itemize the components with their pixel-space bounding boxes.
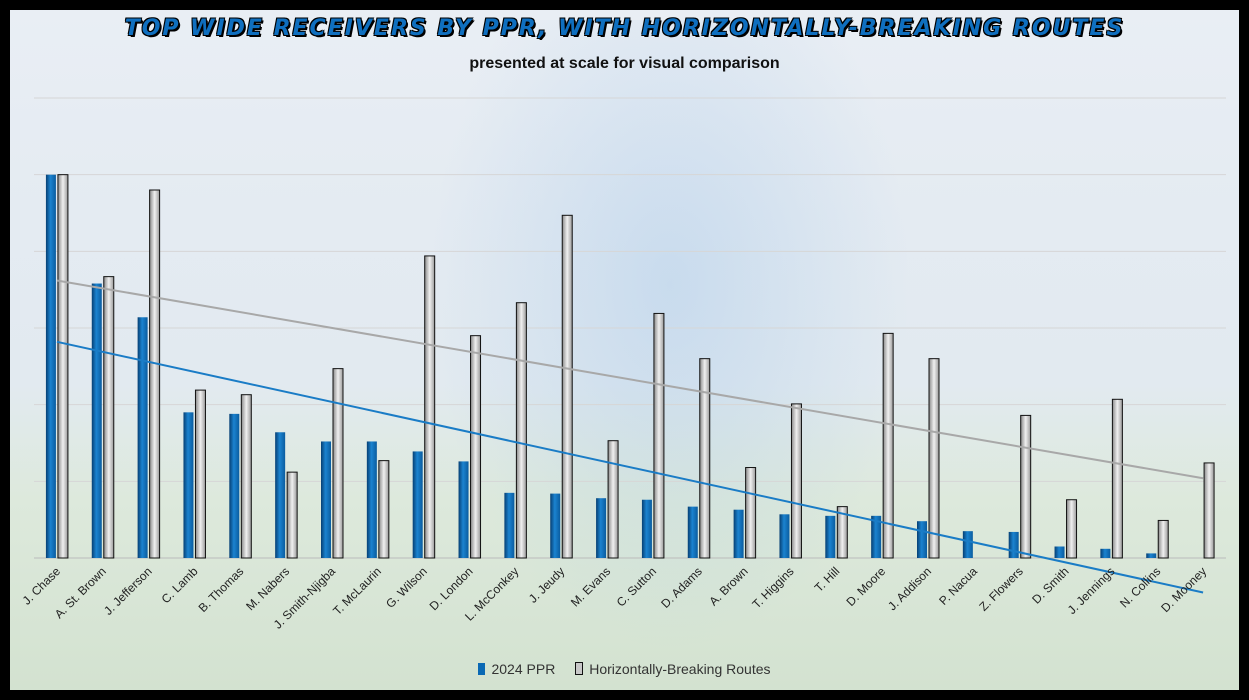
x-tick-label: T. McLaurin [330,564,384,618]
bar-ppr [412,451,423,558]
bar-routes [561,214,573,559]
x-tick-label: J. Jefferson [101,564,155,618]
trendline-ppr [56,340,1204,594]
x-tick-label: C. Sutton [614,564,659,609]
bar-routes [745,467,757,559]
chart-title: TOP WIDE RECEIVERS BY PPR, WITH HORIZONT… [124,16,1125,41]
x-tick-label: M. Evans [568,564,613,609]
x-tick-label: J. Chase [20,564,64,608]
bar-ppr [596,498,607,558]
x-tick-label: M. Nabers [243,564,292,613]
bar-ppr [1008,531,1019,558]
background-photo [410,20,930,680]
bar-routes [1157,519,1169,559]
bar-ppr [871,515,882,558]
bar-ppr [458,461,469,558]
trendline-routes [56,279,1204,480]
bar-routes [149,189,161,559]
legend-swatch-routes [575,662,584,675]
x-tick-label: D. Moore [843,564,888,609]
bar-routes [836,506,848,559]
bar-ppr [687,506,698,558]
x-tick-label: D. Smith [1029,564,1071,606]
x-tick-label: D. London [427,564,476,613]
bar-ppr [733,509,744,558]
bar-ppr [504,492,515,558]
chart-legend: 2024 PPR Horizontally-Breaking Routes [0,661,1249,677]
bar-ppr [91,283,102,558]
bar-routes [378,460,390,559]
x-tick-label: T. Hill [812,564,843,595]
bar-routes [470,335,482,559]
bar-routes [928,358,940,559]
chart-subtitle: presented at scale for visual comparison [469,55,780,72]
bar-ppr [1054,546,1065,558]
bar-routes [1020,414,1032,559]
x-tick-label: G. Wilson [383,564,430,611]
x-tick-label: B. Thomas [196,564,247,615]
x-tick-label: J. Addison [885,564,934,613]
bar-routes [194,389,206,559]
bar-ppr [229,413,240,558]
bar-ppr [779,514,790,558]
x-tick-label: A. Brown [706,564,750,608]
bar-routes [240,394,252,559]
chart-frame [10,10,1239,690]
bar-ppr [641,499,652,558]
bar-ppr [825,515,836,558]
bar-routes [653,312,665,559]
bar-routes [607,440,619,559]
bar-ppr [550,493,561,558]
bar-ppr [1100,548,1111,558]
bar-ppr [917,521,927,558]
x-tick-label: P. Nacua [936,564,980,608]
bar-routes [332,368,344,559]
x-tick-label: D. Mooney [1158,564,1209,615]
bar-routes [103,276,115,559]
legend-item-ppr: 2024 PPR [478,661,555,677]
bar-ppr [275,432,286,558]
bar-ppr [366,441,377,558]
x-tick-label: T. Higgins [749,564,796,611]
bar-ppr [321,441,331,558]
bar-routes [1111,398,1123,559]
bar-routes [515,302,527,559]
x-tick-label: Z. Flowers [976,564,1026,614]
bar-routes [790,403,802,559]
legend-label-ppr: 2024 PPR [491,661,556,677]
legend-item-routes: Horizontally-Breaking Routes [575,661,771,677]
x-tick-label: N. Collins [1117,564,1163,610]
bar-routes [882,332,894,559]
legend-swatch-ppr [478,663,486,675]
bar-ppr [45,174,56,558]
x-tick-label: D. Adams [658,564,705,611]
bar-ppr [962,531,973,558]
legend-label-routes: Horizontally-Breaking Routes [589,661,771,677]
bar-ppr [137,317,148,558]
bar-routes [1203,462,1215,559]
bar-routes [424,255,436,559]
x-tick-label: J. Jennings [1065,564,1118,617]
bar-ppr [1146,553,1157,558]
bar-routes [1066,499,1078,559]
x-tick-label: J. Jeudy [526,564,568,606]
bar-routes [286,471,298,559]
bar-ppr [183,412,194,558]
bar-routes [57,174,69,559]
bar-routes [699,358,711,559]
x-tick-label: C. Lamb [159,564,201,606]
